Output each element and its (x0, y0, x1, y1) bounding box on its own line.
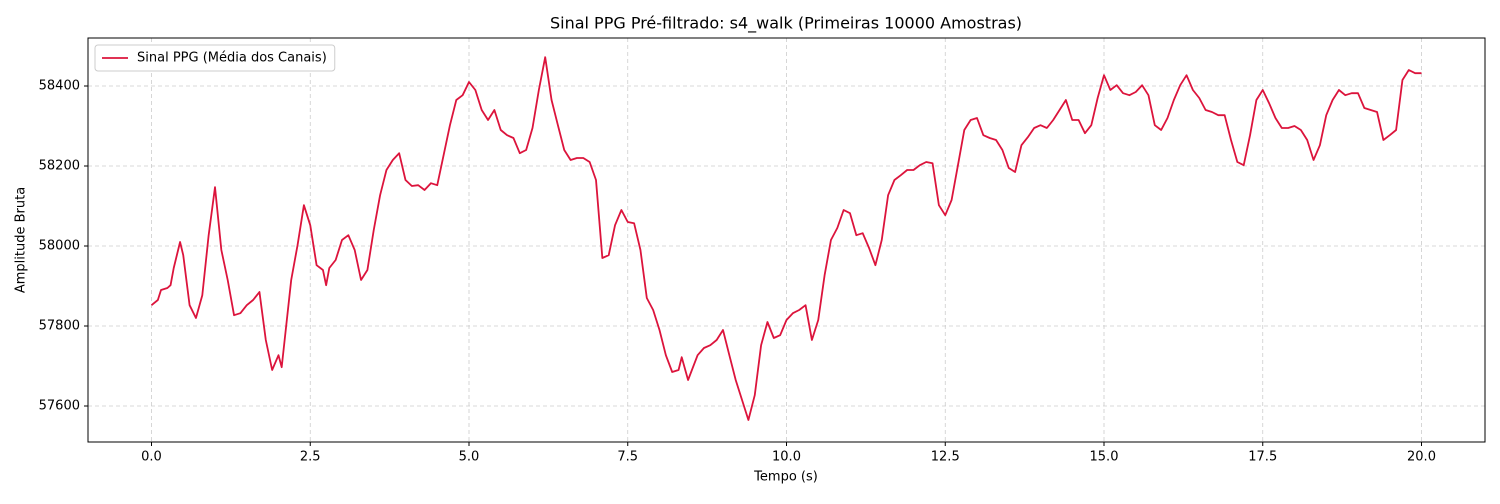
data-line (150, 56, 1422, 421)
x-tick-label: 15.0 (1090, 450, 1119, 465)
x-tick-label: 12.5 (931, 450, 960, 465)
x-tick-label: 0.0 (141, 450, 162, 465)
x-tick-label: 17.5 (1248, 450, 1277, 465)
x-tick-label: 7.5 (617, 450, 638, 465)
x-tick-label: 20.0 (1407, 450, 1436, 465)
x-tick-label: 10.0 (772, 450, 801, 465)
plot-frame (87, 37, 1486, 443)
chart-title: Sinal PPG Pré-filtrado: s4_walk (Primeir… (550, 14, 1022, 34)
x-tick-label: 5.0 (459, 450, 480, 465)
y-axis-label: Amplitude Bruta (14, 187, 29, 293)
y-tick-label: 58000 (39, 239, 80, 254)
y-tick-label: 58200 (39, 159, 80, 174)
legend-label: Sinal PPG (Média dos Canais) (137, 51, 327, 66)
x-axis-label: Tempo (s) (753, 470, 818, 485)
y-tick-label: 57600 (39, 399, 80, 414)
y-tick-label: 58400 (39, 79, 80, 94)
y-tick-label: 57800 (39, 319, 80, 334)
x-tick-label: 2.5 (300, 450, 321, 465)
legend-box (94, 44, 336, 72)
